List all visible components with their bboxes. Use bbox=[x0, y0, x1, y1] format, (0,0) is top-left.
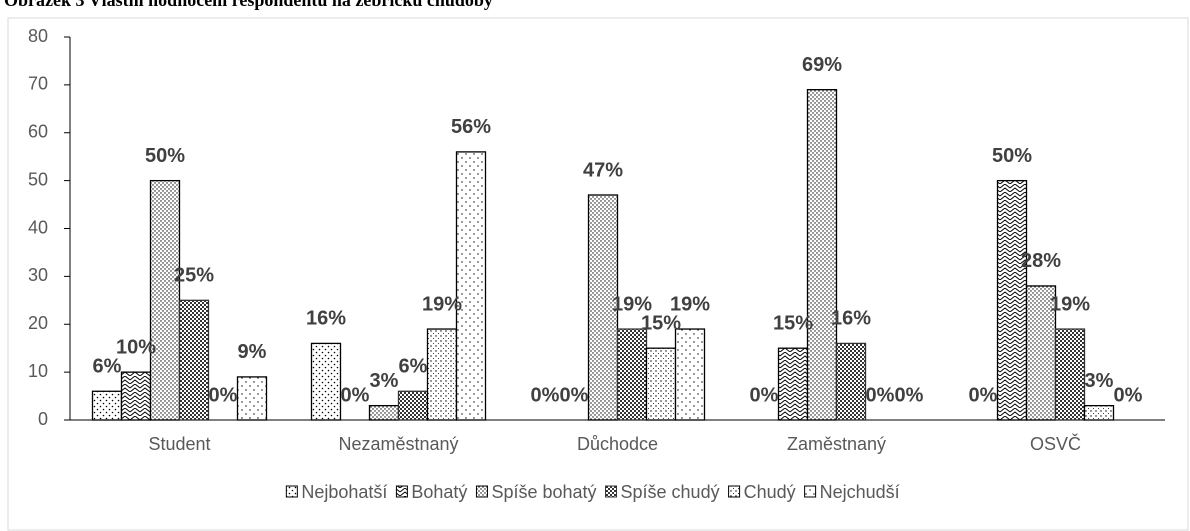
x-tick-label: Zaměstnaný bbox=[787, 434, 886, 454]
value-label: 19% bbox=[422, 293, 462, 315]
y-tick-label: 20 bbox=[28, 313, 48, 333]
bar bbox=[996, 179, 1028, 421]
legend-label: Spíše bohatý bbox=[491, 482, 596, 502]
y-tick-label: 60 bbox=[28, 122, 48, 142]
value-label: 0% bbox=[560, 384, 589, 406]
value-label: 56% bbox=[451, 116, 491, 138]
value-label: 69% bbox=[802, 54, 842, 76]
value-label: 9% bbox=[238, 341, 267, 363]
value-label: 50% bbox=[145, 145, 185, 167]
value-label: 19% bbox=[670, 293, 710, 315]
y-tick-label: 70 bbox=[28, 74, 48, 94]
bar bbox=[368, 404, 400, 421]
value-label: 28% bbox=[1021, 250, 1061, 272]
value-label: 0% bbox=[895, 384, 924, 406]
y-tick-label: 10 bbox=[28, 361, 48, 381]
legend-label: Nejchudší bbox=[820, 482, 900, 502]
value-label: 19% bbox=[612, 293, 652, 315]
legend-swatch bbox=[395, 485, 408, 498]
chart-title: Obrázek 3 Vlastní hodnocení respondentů … bbox=[4, 0, 493, 10]
bar bbox=[777, 347, 809, 421]
value-label: 25% bbox=[174, 265, 214, 287]
value-label: 15% bbox=[641, 312, 681, 334]
bar bbox=[91, 390, 123, 421]
y-tick-label: 40 bbox=[28, 217, 48, 237]
value-label: 3% bbox=[1085, 370, 1114, 392]
value-label: 16% bbox=[306, 308, 346, 330]
value-label: 3% bbox=[370, 370, 399, 392]
y-tick-label: 0 bbox=[38, 409, 48, 429]
value-label: 15% bbox=[773, 312, 813, 334]
value-label: 0% bbox=[341, 384, 370, 406]
value-label: 0% bbox=[866, 384, 895, 406]
legend-swatch bbox=[475, 485, 488, 498]
bar bbox=[426, 328, 458, 421]
value-label: 6% bbox=[399, 356, 428, 378]
legend-label: Chudý bbox=[744, 482, 796, 502]
bar bbox=[120, 371, 152, 421]
bar bbox=[645, 347, 677, 421]
legend-label: Nejbohatší bbox=[301, 482, 387, 502]
bar bbox=[835, 342, 867, 421]
value-label: 16% bbox=[831, 308, 871, 330]
legend-swatch bbox=[605, 485, 618, 498]
value-label: 6% bbox=[93, 356, 122, 378]
bar bbox=[1083, 404, 1115, 421]
y-tick-label: 80 bbox=[28, 26, 48, 46]
legend-swatch bbox=[804, 485, 817, 498]
x-tick-label: Důchodce bbox=[577, 434, 658, 454]
bar bbox=[674, 328, 706, 421]
y-tick-label: 30 bbox=[28, 265, 48, 285]
bar bbox=[616, 328, 648, 421]
bar bbox=[455, 151, 487, 421]
value-label: 0% bbox=[531, 384, 560, 406]
legend-swatch bbox=[285, 485, 298, 498]
x-tick-label: Student bbox=[148, 434, 210, 454]
value-label: 47% bbox=[583, 159, 623, 181]
legend-swatch bbox=[728, 485, 741, 498]
value-label: 10% bbox=[116, 336, 156, 358]
x-tick-label: OSVČ bbox=[1030, 433, 1081, 454]
bar bbox=[397, 390, 429, 421]
value-label: 0% bbox=[750, 384, 779, 406]
bar bbox=[178, 299, 210, 421]
value-label: 50% bbox=[992, 145, 1032, 167]
legend-label: Spíše chudý bbox=[621, 482, 720, 502]
x-tick-label: Nezaměstnaný bbox=[338, 434, 458, 454]
bar bbox=[587, 194, 619, 421]
bar bbox=[236, 376, 268, 421]
bar bbox=[310, 342, 342, 421]
value-label: 0% bbox=[1114, 384, 1143, 406]
bar bbox=[1054, 328, 1086, 421]
bar bbox=[806, 89, 838, 421]
legend-label: Bohatý bbox=[411, 482, 467, 502]
value-label: 0% bbox=[209, 384, 238, 406]
value-label: 19% bbox=[1050, 293, 1090, 315]
value-label: 0% bbox=[969, 384, 998, 406]
bar bbox=[149, 179, 181, 421]
y-tick-label: 50 bbox=[28, 169, 48, 189]
